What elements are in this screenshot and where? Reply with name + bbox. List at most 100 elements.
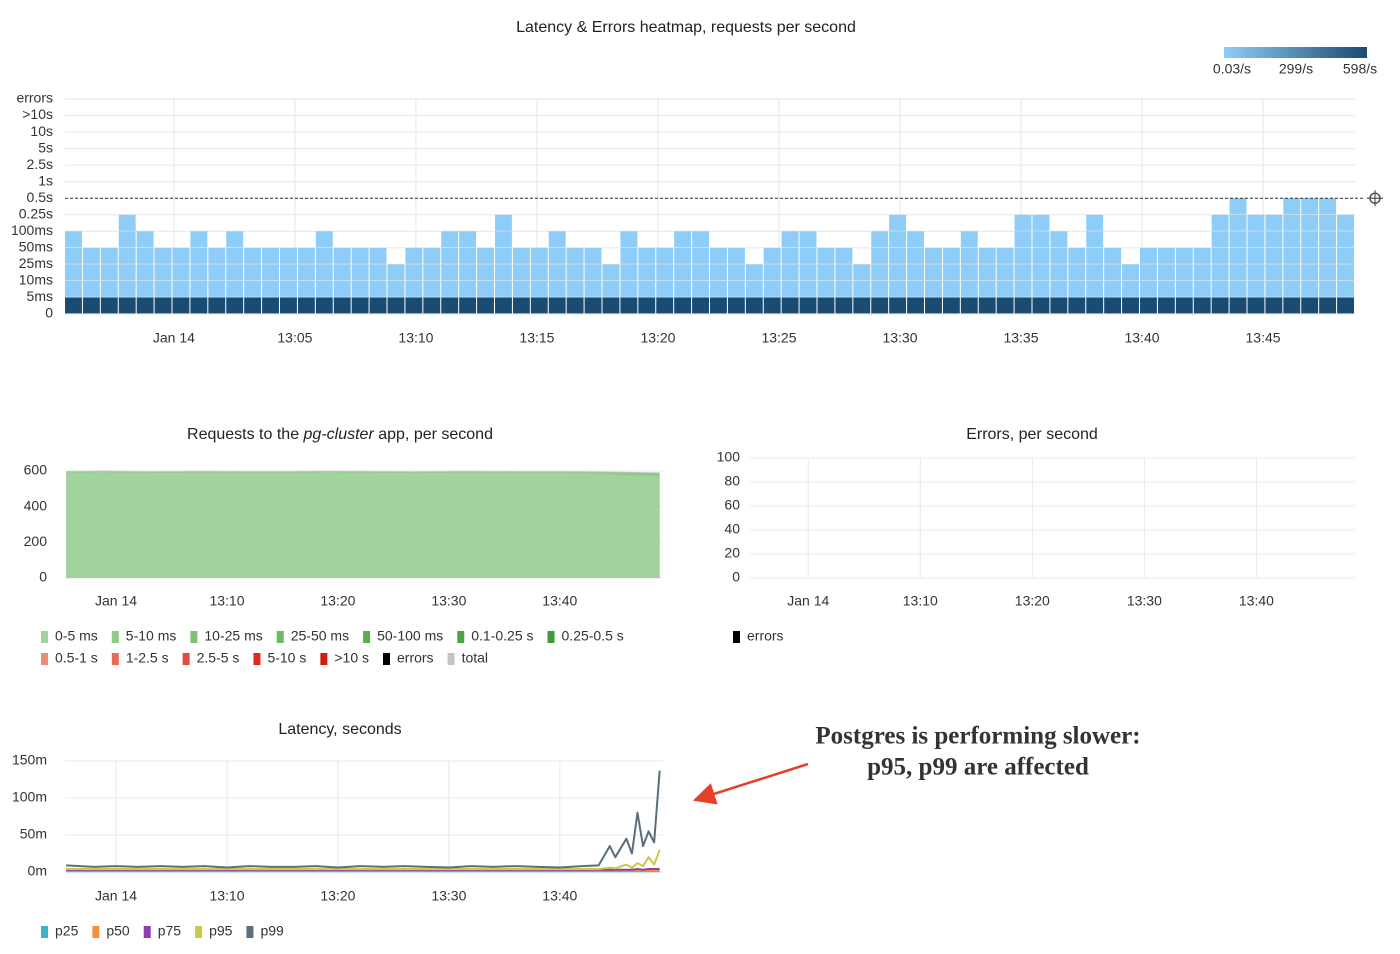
- heatmap-cell: [172, 247, 190, 264]
- legend-swatch: [320, 653, 328, 665]
- heatmap-cell: [602, 280, 620, 297]
- heatmap-cell: [727, 264, 745, 281]
- heatmap-cell: [799, 231, 817, 248]
- heatmap-cell: [1068, 280, 1086, 297]
- heatmap-cell: [548, 231, 566, 248]
- colorbar-label: 598/s: [1343, 61, 1377, 77]
- heatmap-cell: [100, 280, 118, 297]
- heatmap-cell: [548, 264, 566, 281]
- heatmap-cell: [1283, 198, 1301, 215]
- legend-label: 0.1-0.25 s: [471, 628, 533, 644]
- heatmap-cell: [1301, 198, 1319, 215]
- heatmap-cell: [280, 264, 297, 281]
- heatmap-cell: [530, 280, 548, 297]
- title-part: app, per second: [374, 426, 493, 443]
- x-tick-label: 13:40: [542, 593, 577, 609]
- heatmap-cell: [781, 231, 799, 248]
- heatmap-cell: [226, 247, 244, 264]
- heatmap-cell: [692, 280, 709, 297]
- heatmap-cell: [315, 280, 333, 297]
- legend-swatch: [733, 631, 740, 643]
- heatmap-cell: [1140, 247, 1157, 264]
- stacked-area: [66, 471, 660, 474]
- x-tick-label: 13:20: [320, 593, 355, 609]
- heatmap-cell: [1319, 231, 1337, 248]
- colorbar-label: 0.03/s: [1213, 61, 1251, 77]
- heatmap-cell: [835, 264, 853, 281]
- y-tick-label: 25ms: [19, 255, 53, 271]
- heatmap-cell: [1337, 214, 1354, 231]
- heatmap-cell: [1086, 214, 1104, 231]
- heatmap-cell: [817, 280, 835, 297]
- heatmap-cell: [978, 247, 996, 264]
- heatmap-cell: [1247, 297, 1265, 314]
- heatmap-cell: [692, 297, 709, 314]
- heatmap-cell: [1014, 264, 1032, 281]
- heatmap-cell: [638, 247, 656, 264]
- heatmap-cell: [584, 247, 602, 264]
- heatmap-cell: [459, 231, 477, 248]
- heatmap-cell: [1175, 247, 1193, 264]
- y-tick-label: 5ms: [27, 288, 53, 304]
- heatmap-cell: [1229, 297, 1247, 314]
- heatmap-cell: [853, 280, 871, 297]
- heatmap-cell: [871, 247, 889, 264]
- legend-swatch: [41, 926, 48, 938]
- heatmap-cell: [835, 297, 853, 314]
- x-tick-label: 13:20: [640, 330, 675, 346]
- heatmap-cell: [387, 280, 405, 297]
- heatmap-cell: [942, 264, 960, 281]
- heatmap-cell: [1319, 247, 1337, 264]
- x-tick-label: 13:05: [277, 330, 312, 346]
- legend-label: p75: [158, 923, 182, 939]
- legend-label: 25-50 ms: [291, 628, 349, 644]
- legend-swatch: [111, 653, 119, 665]
- heatmap-cell: [853, 264, 871, 281]
- legend-swatch: [41, 631, 48, 643]
- x-tick-label: 13:30: [431, 888, 466, 904]
- heatmap-cell: [1104, 280, 1122, 297]
- heatmap-cell: [1337, 231, 1354, 248]
- heatmap-cell: [244, 297, 262, 314]
- heatmap-cell: [244, 280, 262, 297]
- heatmap-cell: [1193, 247, 1211, 264]
- y-tick-label: >10s: [22, 106, 53, 122]
- x-tick-label: 13:30: [882, 330, 917, 346]
- heatmap-cell: [1247, 214, 1265, 231]
- heatmap-cell: [674, 247, 692, 264]
- heatmap-cell: [781, 264, 799, 281]
- heatmap-cell: [208, 280, 226, 297]
- stacked-area: [66, 471, 660, 477]
- heatmap-cell: [889, 247, 907, 264]
- legend-label: 5-10 s: [267, 650, 306, 666]
- heatmap-cell: [674, 297, 692, 314]
- heatmap-cell: [262, 297, 279, 314]
- heatmap-cell: [118, 214, 136, 231]
- heatmap-cell: [1265, 214, 1283, 231]
- y-tick-label: 5s: [38, 139, 53, 155]
- x-tick-label: 13:30: [431, 593, 466, 609]
- heatmap-cell: [82, 280, 100, 297]
- heatmap-cell: [154, 264, 172, 281]
- heatmap-cell: [727, 297, 745, 314]
- heatmap-cell: [1301, 264, 1319, 281]
- heatmap-cell: [1050, 231, 1068, 248]
- heatmap-cell: [1319, 264, 1337, 281]
- legend-label: errors: [747, 628, 784, 644]
- heatmap-cell: [745, 280, 763, 297]
- x-tick-label: 13:20: [320, 888, 355, 904]
- heatmap-cell: [996, 247, 1014, 264]
- chart-title: Requests to the pg-cluster app, per seco…: [187, 426, 493, 443]
- legend-label: p25: [55, 923, 79, 939]
- heatmap-cell: [1032, 247, 1050, 264]
- heatmap-cell: [495, 297, 512, 314]
- heatmap-cell: [871, 264, 889, 281]
- heatmap-cell: [799, 280, 817, 297]
- heatmap-cell: [656, 247, 674, 264]
- legend-swatch: [363, 631, 371, 643]
- heatmap-cell: [548, 297, 566, 314]
- x-tick-label: 13:25: [761, 330, 796, 346]
- heatmap-cell: [1265, 264, 1283, 281]
- title-part: pg-cluster: [303, 426, 375, 443]
